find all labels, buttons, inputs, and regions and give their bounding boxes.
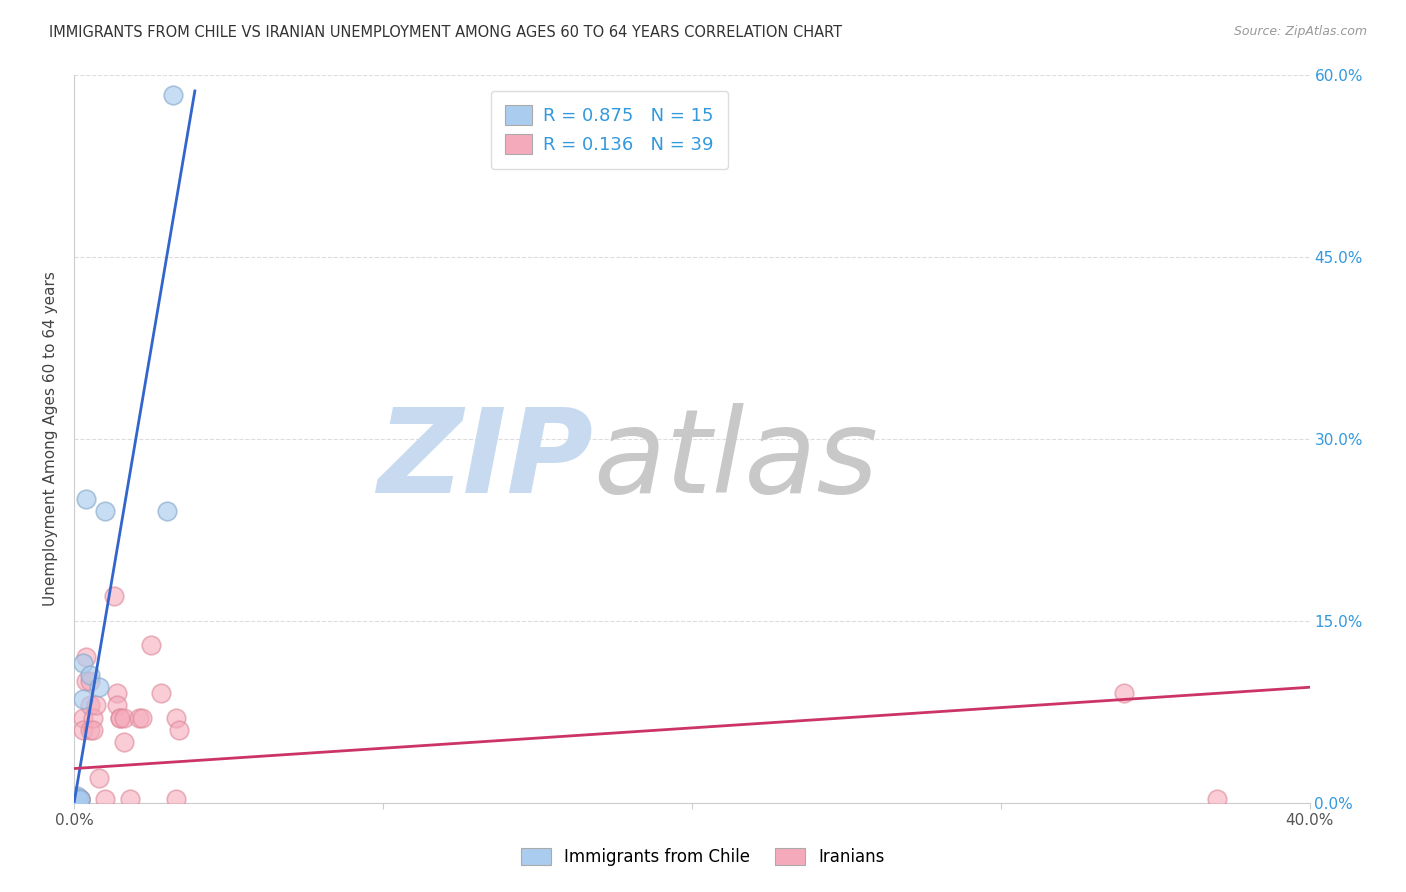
Point xyxy=(79,668,101,682)
Point xyxy=(105,686,128,700)
Point xyxy=(82,723,104,737)
Point xyxy=(66,792,89,806)
Point xyxy=(69,792,91,806)
Point xyxy=(66,790,89,805)
Point xyxy=(165,710,187,724)
Point xyxy=(162,88,184,103)
Point xyxy=(79,698,101,713)
Point xyxy=(72,656,94,670)
Text: IMMIGRANTS FROM CHILE VS IRANIAN UNEMPLOYMENT AMONG AGES 60 TO 64 YEARS CORRELAT: IMMIGRANTS FROM CHILE VS IRANIAN UNEMPLO… xyxy=(49,25,842,40)
Y-axis label: Unemployment Among Ages 60 to 64 years: Unemployment Among Ages 60 to 64 years xyxy=(44,271,58,606)
Point xyxy=(141,638,163,652)
Point xyxy=(105,698,128,713)
Point xyxy=(69,792,91,806)
Point xyxy=(165,792,187,806)
Point xyxy=(66,789,89,804)
Point xyxy=(167,723,190,737)
Point xyxy=(72,723,94,737)
Point xyxy=(66,792,89,806)
Point xyxy=(156,504,179,518)
Point xyxy=(110,710,132,724)
Point xyxy=(66,790,89,805)
Point xyxy=(112,735,135,749)
Text: ZIP: ZIP xyxy=(377,403,593,518)
Point xyxy=(128,710,150,724)
Point xyxy=(75,674,97,689)
Legend: Immigrants from Chile, Iranians: Immigrants from Chile, Iranians xyxy=(515,841,891,873)
Point xyxy=(75,492,97,507)
Point xyxy=(66,792,89,806)
Point xyxy=(110,710,132,724)
Point xyxy=(66,792,89,806)
Point xyxy=(72,692,94,706)
Point xyxy=(131,710,153,724)
Point xyxy=(66,790,89,805)
Point xyxy=(69,792,91,806)
Text: Source: ZipAtlas.com: Source: ZipAtlas.com xyxy=(1233,25,1367,38)
Point xyxy=(94,504,117,518)
Point xyxy=(118,792,141,806)
Point xyxy=(79,674,101,689)
Point xyxy=(82,710,104,724)
Legend: R = 0.875   N = 15, R = 0.136   N = 39: R = 0.875 N = 15, R = 0.136 N = 39 xyxy=(491,91,728,169)
Point xyxy=(66,793,89,807)
Point xyxy=(1114,686,1136,700)
Point xyxy=(66,792,89,806)
Point xyxy=(87,680,110,694)
Point xyxy=(1205,792,1227,806)
Point xyxy=(103,589,125,603)
Point xyxy=(94,792,117,806)
Point xyxy=(66,790,89,805)
Point xyxy=(149,686,172,700)
Point xyxy=(75,649,97,664)
Point xyxy=(112,710,135,724)
Point xyxy=(69,792,91,806)
Point xyxy=(69,793,91,807)
Point xyxy=(69,792,91,806)
Point xyxy=(79,723,101,737)
Point xyxy=(72,710,94,724)
Point xyxy=(87,771,110,785)
Point xyxy=(84,698,107,713)
Point xyxy=(66,792,89,806)
Text: atlas: atlas xyxy=(593,403,877,517)
